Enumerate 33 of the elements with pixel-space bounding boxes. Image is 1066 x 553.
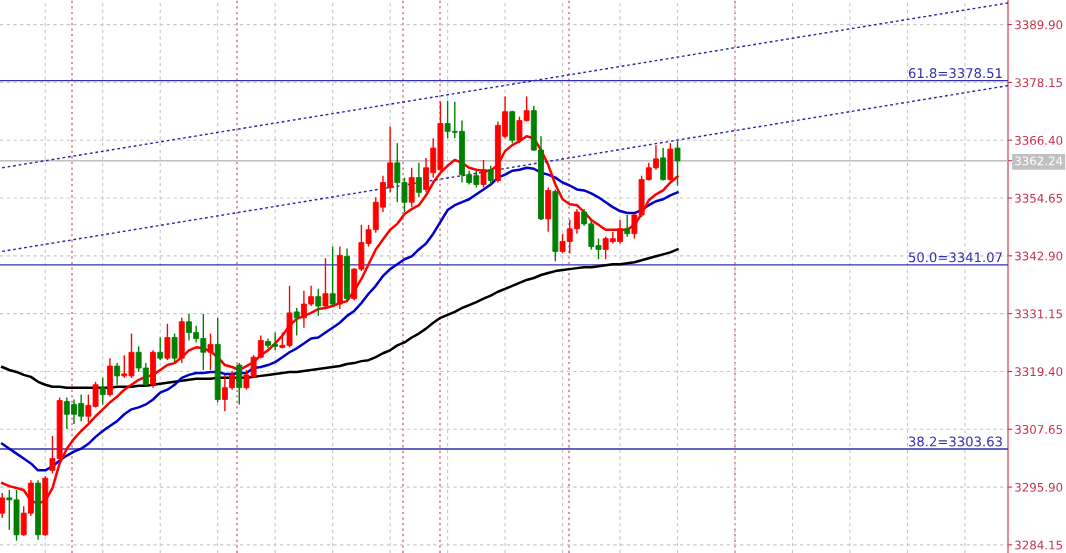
candlestick [329, 245, 336, 307]
y-tick-label: 3319.40 [1015, 367, 1063, 377]
y-tick-label: 3307.65 [1015, 424, 1063, 434]
y-tick-label: 3362.24 [1015, 156, 1063, 166]
candlestick [114, 362, 121, 386]
candlestick [236, 362, 243, 406]
y-tick-label: 3331.15 [1015, 309, 1063, 319]
y-tick-label: 3342.90 [1015, 251, 1063, 261]
y-tick-label: 3284.15 [1015, 540, 1063, 550]
y-tick-label: 3354.65 [1015, 193, 1063, 203]
candlestick [99, 377, 106, 406]
y-tick-label: 3389.90 [1015, 20, 1063, 30]
candlestick [293, 307, 300, 337]
ref-line-label: 61.8=3378.51 [908, 68, 1002, 79]
candlestick [164, 323, 171, 361]
candlestick [660, 147, 667, 182]
y-tick-label: 3366.40 [1015, 135, 1063, 145]
ref-line-label: 50.0=3341.07 [908, 252, 1002, 263]
line-series [0, 166, 679, 472]
candlestick [207, 332, 214, 371]
candlestick [157, 336, 164, 361]
y-tick-label: 3295.90 [1015, 482, 1063, 492]
candlestick [415, 162, 422, 198]
candlestick [480, 159, 487, 189]
y-tick-label: 3378.15 [1015, 78, 1063, 88]
candlestick [171, 332, 178, 363]
candlestick [674, 140, 681, 187]
candlestick [487, 165, 494, 186]
ref-line-label: 38.2=3303.63 [908, 436, 1002, 447]
candlestick [0, 492, 6, 519]
candlestick [322, 257, 329, 309]
candlestick [315, 288, 322, 317]
candlestick [624, 214, 631, 238]
